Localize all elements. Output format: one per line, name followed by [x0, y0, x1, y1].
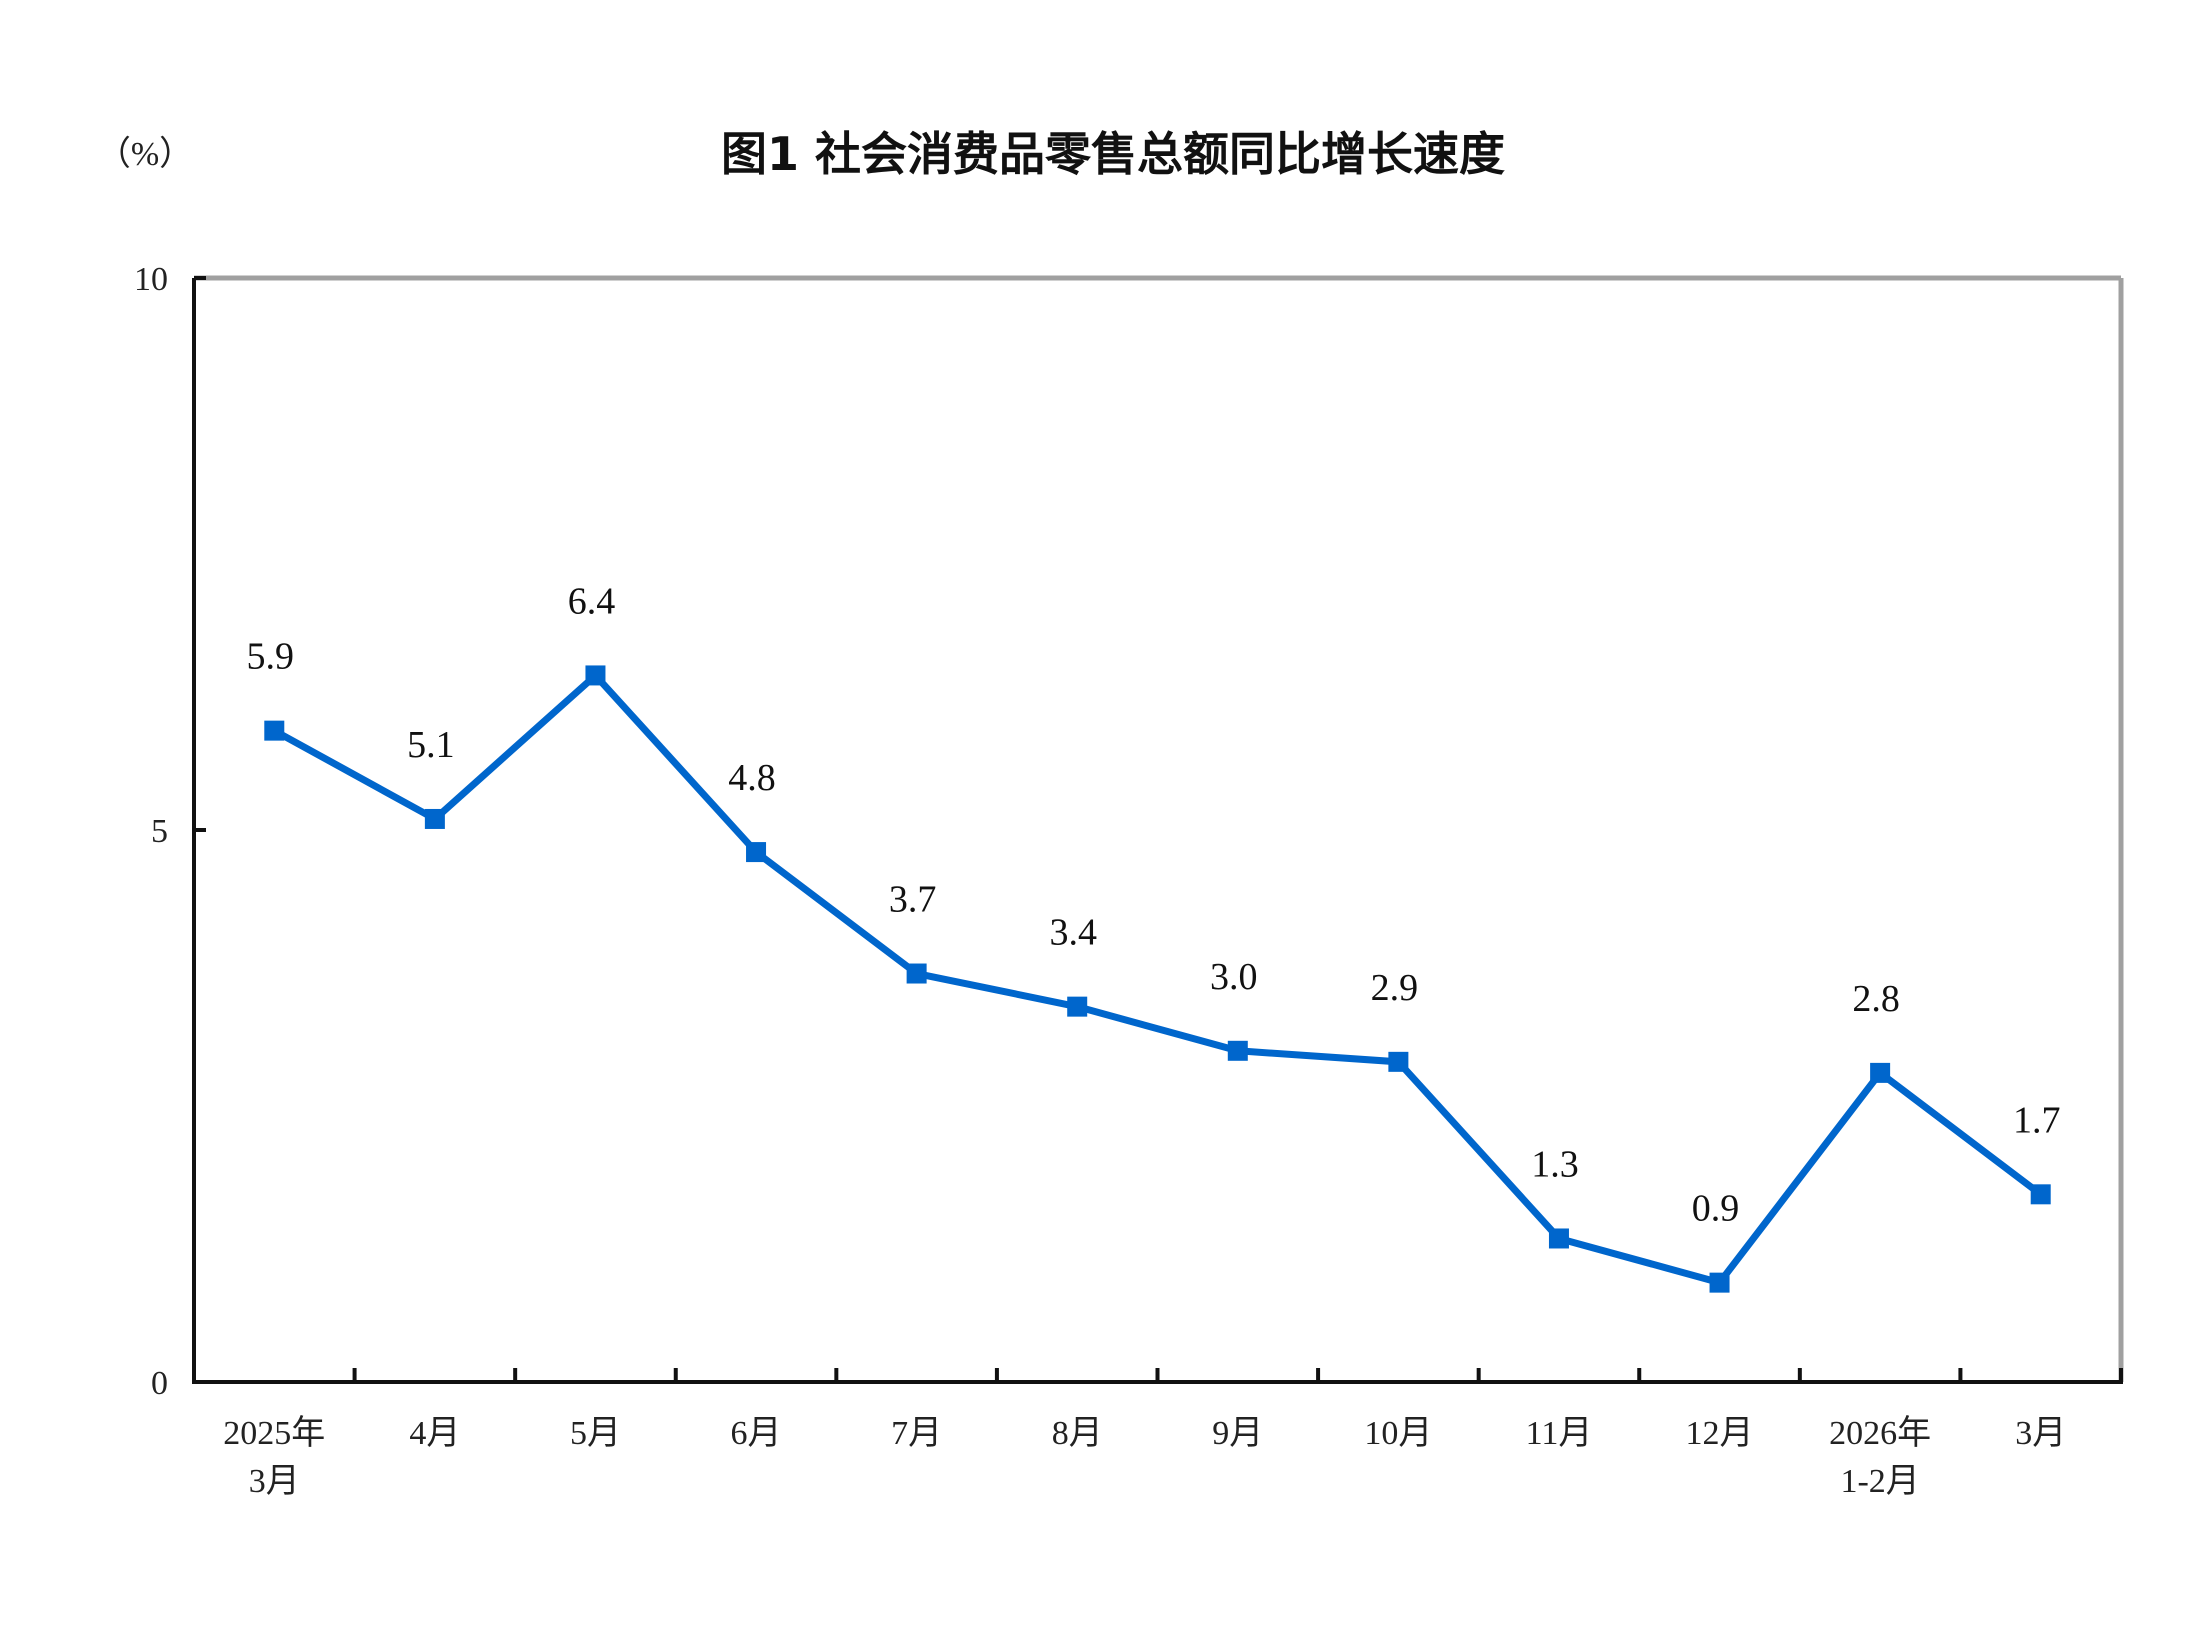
x-tick-label: 3月	[249, 1463, 300, 1500]
y-tick-label: 10	[134, 261, 168, 298]
data-label: 5.1	[407, 724, 455, 766]
data-label: 3.0	[1210, 956, 1258, 998]
x-tick-label: 2026年	[1829, 1414, 1931, 1452]
data-point-marker	[1067, 996, 1088, 1017]
x-tick-label: 6月	[731, 1415, 782, 1452]
data-label: 1.3	[1531, 1143, 1579, 1185]
data-point-marker	[1870, 1062, 1891, 1083]
y-tick-label: 5	[151, 813, 168, 850]
data-label: 2.9	[1371, 967, 1419, 1009]
y-axis-unit-label: （%）	[97, 135, 193, 173]
data-label: 3.4	[1049, 912, 1097, 954]
data-point-marker	[1548, 1228, 1569, 1249]
data-point-marker	[746, 842, 767, 863]
data-point-marker	[264, 720, 285, 741]
data-point-marker	[2030, 1184, 2051, 1205]
x-tick-label: 8月	[1052, 1415, 1103, 1452]
x-tick-label: 10月	[1364, 1415, 1432, 1452]
data-point-marker	[424, 808, 445, 829]
series-line	[272, 671, 2043, 1287]
data-label: 0.9	[1692, 1188, 1740, 1230]
x-tick-label: 4月	[409, 1415, 460, 1452]
data-label: 6.4	[568, 580, 616, 622]
x-tick-label: 11月	[1526, 1415, 1593, 1452]
x-tick-label: 9月	[1212, 1415, 1263, 1452]
x-tick-label: 2025年	[223, 1414, 325, 1452]
chart-title: 图1 社会消费品零售总额同比增长速度	[721, 127, 1505, 181]
x-tick-label: 3月	[2015, 1415, 2066, 1452]
x-tick-label: 12月	[1686, 1415, 1754, 1452]
data-point-marker	[585, 665, 606, 686]
data-label: 2.8	[1852, 978, 1900, 1020]
x-tick-label: 7月	[891, 1415, 942, 1452]
data-label: 1.7	[2013, 1099, 2061, 1141]
data-label: 4.8	[728, 757, 776, 799]
data-label: 3.7	[889, 879, 937, 921]
data-point-marker	[1388, 1051, 1409, 1072]
data-point-marker	[1227, 1040, 1248, 1061]
x-tick-label: 5月	[570, 1415, 621, 1452]
x-tick-label: 1-2月	[1840, 1463, 1919, 1500]
y-tick-label: 0	[151, 1365, 168, 1402]
data-point-marker	[906, 963, 927, 984]
data-label: 5.9	[247, 636, 295, 678]
data-point-marker	[1709, 1272, 1730, 1293]
